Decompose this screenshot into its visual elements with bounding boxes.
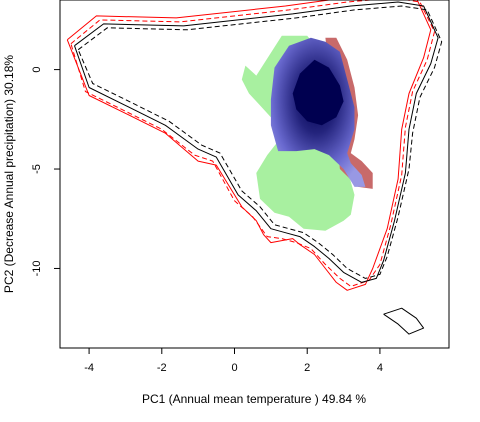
contour-line-1 xyxy=(66,0,432,291)
x-tick-label: 4 xyxy=(377,362,383,374)
x-axis-label: PC1 (Annual mean temperature ) 49.84 % xyxy=(142,392,366,406)
contour-line-layer xyxy=(66,0,443,335)
y-axis: 0 -5 -10 xyxy=(31,67,60,277)
y-tick-label: -5 xyxy=(31,164,43,174)
contour-line-3 xyxy=(74,1,439,283)
density-region-overlap-high xyxy=(292,59,344,126)
x-tick-label: -4 xyxy=(84,362,94,374)
density-fill-layer xyxy=(241,35,373,231)
contour-line-4 xyxy=(77,5,443,279)
x-tick-label: 2 xyxy=(304,362,310,374)
contour-line-5 xyxy=(383,307,425,335)
x-tick-label: -2 xyxy=(157,362,167,374)
x-tick-label: 0 xyxy=(231,362,237,374)
plot-frame xyxy=(59,0,450,349)
contour-line-2 xyxy=(70,0,435,287)
y-tick-label: -10 xyxy=(31,261,43,277)
y-tick-label: 0 xyxy=(31,67,43,73)
y-axis-label: PC2 (Decrease Annual precipitation) 30.1… xyxy=(2,55,16,293)
x-axis: -4 -2 0 2 4 xyxy=(84,348,383,374)
